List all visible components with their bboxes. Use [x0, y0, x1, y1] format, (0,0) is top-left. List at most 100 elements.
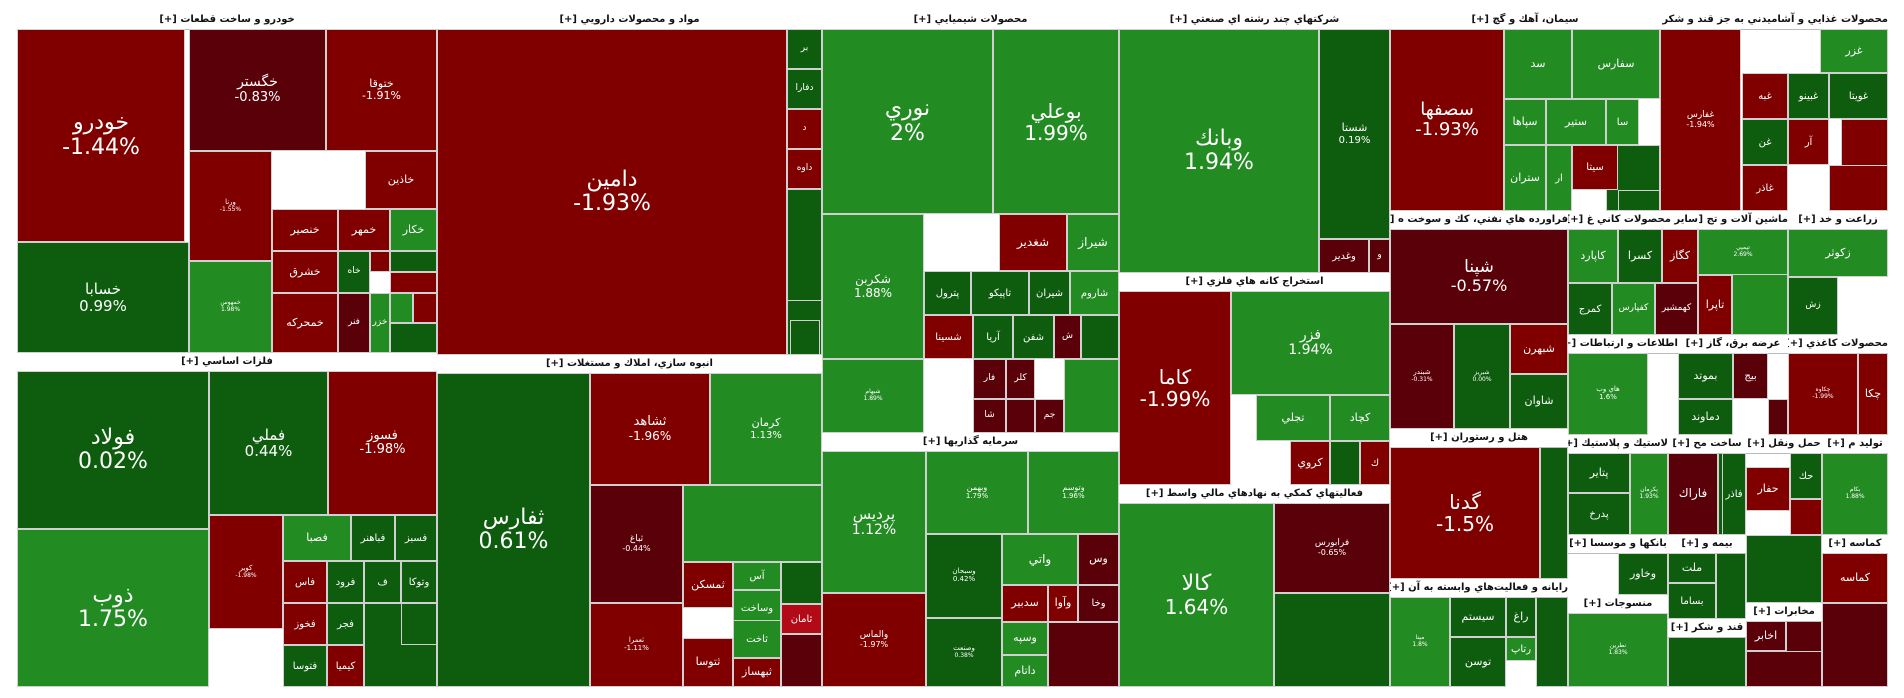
sector-header[interactable]: هتل و رستوران [+]: [1390, 429, 1568, 448]
stock-tile[interactable]: پكرمان 1.93%: [1630, 453, 1668, 535]
stock-tile[interactable]: شا: [973, 399, 1006, 433]
stock-tile[interactable]: كرمان 1.13%: [710, 373, 822, 485]
stock-tile[interactable]: سا: [1606, 99, 1639, 145]
stock-tile[interactable]: ثامان: [781, 604, 822, 634]
stock-tile[interactable]: فاراك: [1668, 453, 1718, 535]
stock-tile[interactable]: خمهر: [338, 209, 390, 251]
stock-tile[interactable]: كلر: [1006, 359, 1035, 399]
sector-header[interactable]: محصولات شيميايي [+]: [822, 11, 1119, 30]
stock-tile[interactable]: وخا: [1078, 585, 1119, 622]
stock-tile[interactable]: ثفارس 0.61%: [437, 373, 590, 687]
stock-tile[interactable]: وخاور: [1618, 553, 1668, 595]
sector-header[interactable]: فراورده هاي نفتي، كك و سوخت ه [+]: [1390, 211, 1568, 230]
treemap-minor-tile[interactable]: [1790, 499, 1822, 535]
stock-tile[interactable]: سفارس: [1572, 29, 1660, 99]
stock-tile[interactable]: پدرخ: [1568, 493, 1630, 535]
sector-header[interactable]: توليد م [+]: [1822, 435, 1888, 454]
stock-tile[interactable]: داوه: [787, 149, 822, 189]
sector-header[interactable]: زراعت و خد [+]: [1788, 211, 1888, 230]
stock-tile[interactable]: خودرو -1.44%: [17, 29, 185, 242]
treemap-minor-tile[interactable]: [1274, 593, 1390, 687]
stock-tile[interactable]: فزر 1.94%: [1231, 291, 1390, 395]
stock-tile[interactable]: سيستم: [1450, 597, 1506, 637]
sector-header[interactable]: خودرو و ساخت قطعات [+]: [17, 11, 437, 30]
stock-tile[interactable]: تپمپي 2.69%: [1698, 229, 1788, 275]
stock-tile[interactable]: كسرا: [1618, 229, 1662, 283]
stock-tile[interactable]: وسپه: [1002, 622, 1048, 655]
stock-tile[interactable]: خنصير: [272, 209, 338, 251]
treemap-minor-tile[interactable]: [1048, 622, 1119, 687]
treemap-minor-tile[interactable]: [790, 320, 820, 355]
stock-tile[interactable]: شبهام 1.89%: [822, 359, 924, 433]
stock-tile[interactable]: فجر: [327, 603, 364, 645]
stock-tile[interactable]: ار: [1546, 145, 1572, 211]
stock-tile[interactable]: والماس -1.97%: [822, 593, 926, 687]
stock-tile[interactable]: وس: [1078, 534, 1119, 585]
sector-header[interactable]: ساير محصولات كاني غ [+]: [1568, 211, 1698, 230]
sector-header[interactable]: استخراج كانه هاي فلزي [+]: [1119, 273, 1390, 292]
treemap-minor-tile[interactable]: [370, 251, 390, 272]
treemap-minor-tile[interactable]: [401, 603, 437, 645]
treemap-minor-tile[interactable]: [1768, 399, 1788, 435]
stock-tile[interactable]: فسبز: [395, 515, 437, 561]
treemap-minor-tile[interactable]: [390, 272, 437, 293]
stock-tile[interactable]: غبينو: [1788, 73, 1829, 119]
stock-tile[interactable]: شاروم: [1070, 271, 1119, 315]
stock-tile[interactable]: كروي: [1290, 441, 1330, 485]
sector-header[interactable]: شركتهاي چند رشته اي صنعتي [+]: [1119, 11, 1390, 30]
stock-tile[interactable]: آر: [1788, 119, 1829, 165]
stock-tile[interactable]: فولاد 0.02%: [17, 371, 209, 529]
stock-tile[interactable]: فنر: [338, 293, 370, 353]
stock-tile[interactable]: فرابورس -0.65%: [1274, 503, 1390, 593]
stock-tile[interactable]: شبهرن: [1510, 324, 1568, 374]
stock-tile[interactable]: فار: [973, 359, 1006, 399]
stock-tile[interactable]: خمهوس 1.98%: [189, 261, 272, 353]
stock-tile[interactable]: كيميا: [327, 645, 364, 687]
stock-tile[interactable]: ثعمرا -1.11%: [590, 603, 683, 687]
stock-tile[interactable]: اخابر: [1746, 621, 1786, 651]
stock-tile[interactable]: شغدير: [999, 214, 1067, 271]
stock-tile[interactable]: خاذين: [365, 151, 437, 209]
stock-tile[interactable]: غن: [1742, 119, 1788, 165]
stock-tile[interactable]: زكوثر: [1788, 229, 1888, 277]
stock-tile[interactable]: بر: [787, 29, 822, 69]
stock-tile[interactable]: سصفها -1.93%: [1390, 29, 1504, 211]
stock-tile[interactable]: خسابا 0.99%: [17, 242, 189, 353]
treemap-minor-tile[interactable]: [1746, 651, 1822, 687]
treemap-minor-tile[interactable]: [1006, 399, 1035, 433]
stock-tile[interactable]: حك: [1790, 453, 1822, 499]
stock-tile[interactable]: فتوسا: [283, 645, 327, 687]
stock-tile[interactable]: كچاد: [1330, 395, 1390, 441]
treemap-minor-tile[interactable]: [390, 251, 437, 272]
stock-tile[interactable]: رتاپ: [1506, 637, 1536, 661]
stock-tile[interactable]: زش: [1788, 277, 1838, 335]
stock-tile[interactable]: پترول: [924, 271, 971, 315]
stock-tile[interactable]: ذوب 1.75%: [17, 529, 209, 687]
stock-tile[interactable]: وبهمن 1.79%: [926, 451, 1028, 534]
treemap-minor-tile[interactable]: [413, 293, 437, 323]
stock-tile[interactable]: وتوكا: [401, 561, 437, 603]
treemap-minor-tile[interactable]: [1536, 597, 1568, 687]
stock-tile[interactable]: تجلي: [1256, 395, 1330, 441]
sector-header[interactable]: مواد و محصولات دارويي [+]: [437, 11, 822, 30]
stock-tile[interactable]: شبريز 0.00%: [1454, 324, 1510, 429]
stock-tile[interactable]: بيج: [1733, 353, 1768, 399]
sector-header[interactable]: عرضه برق، گاز [+]: [1678, 335, 1788, 354]
stock-tile[interactable]: سپاها: [1504, 99, 1546, 145]
stock-tile[interactable]: ستير: [1546, 99, 1606, 145]
treemap-minor-tile[interactable]: [683, 485, 822, 562]
stock-tile[interactable]: كاما -1.99%: [1119, 291, 1231, 485]
stock-tile[interactable]: بساما: [1668, 583, 1716, 619]
treemap-minor-tile[interactable]: [1746, 535, 1822, 603]
stock-tile[interactable]: فملي 0.44%: [209, 371, 328, 515]
stock-tile[interactable]: شاوان: [1510, 374, 1568, 429]
stock-tile[interactable]: ش: [1054, 315, 1081, 359]
sector-header[interactable]: مخابرات [+]: [1746, 603, 1822, 622]
stock-tile[interactable]: آس: [733, 562, 781, 590]
treemap-minor-tile[interactable]: [390, 323, 437, 353]
stock-tile[interactable]: داتام: [1002, 655, 1048, 687]
stock-tile[interactable]: كگاز: [1662, 229, 1698, 283]
stock-tile[interactable]: فباهنر: [351, 515, 395, 561]
stock-tile[interactable]: حفار: [1746, 467, 1790, 511]
stock-tile[interactable]: مپنا 1.8%: [1390, 597, 1450, 687]
